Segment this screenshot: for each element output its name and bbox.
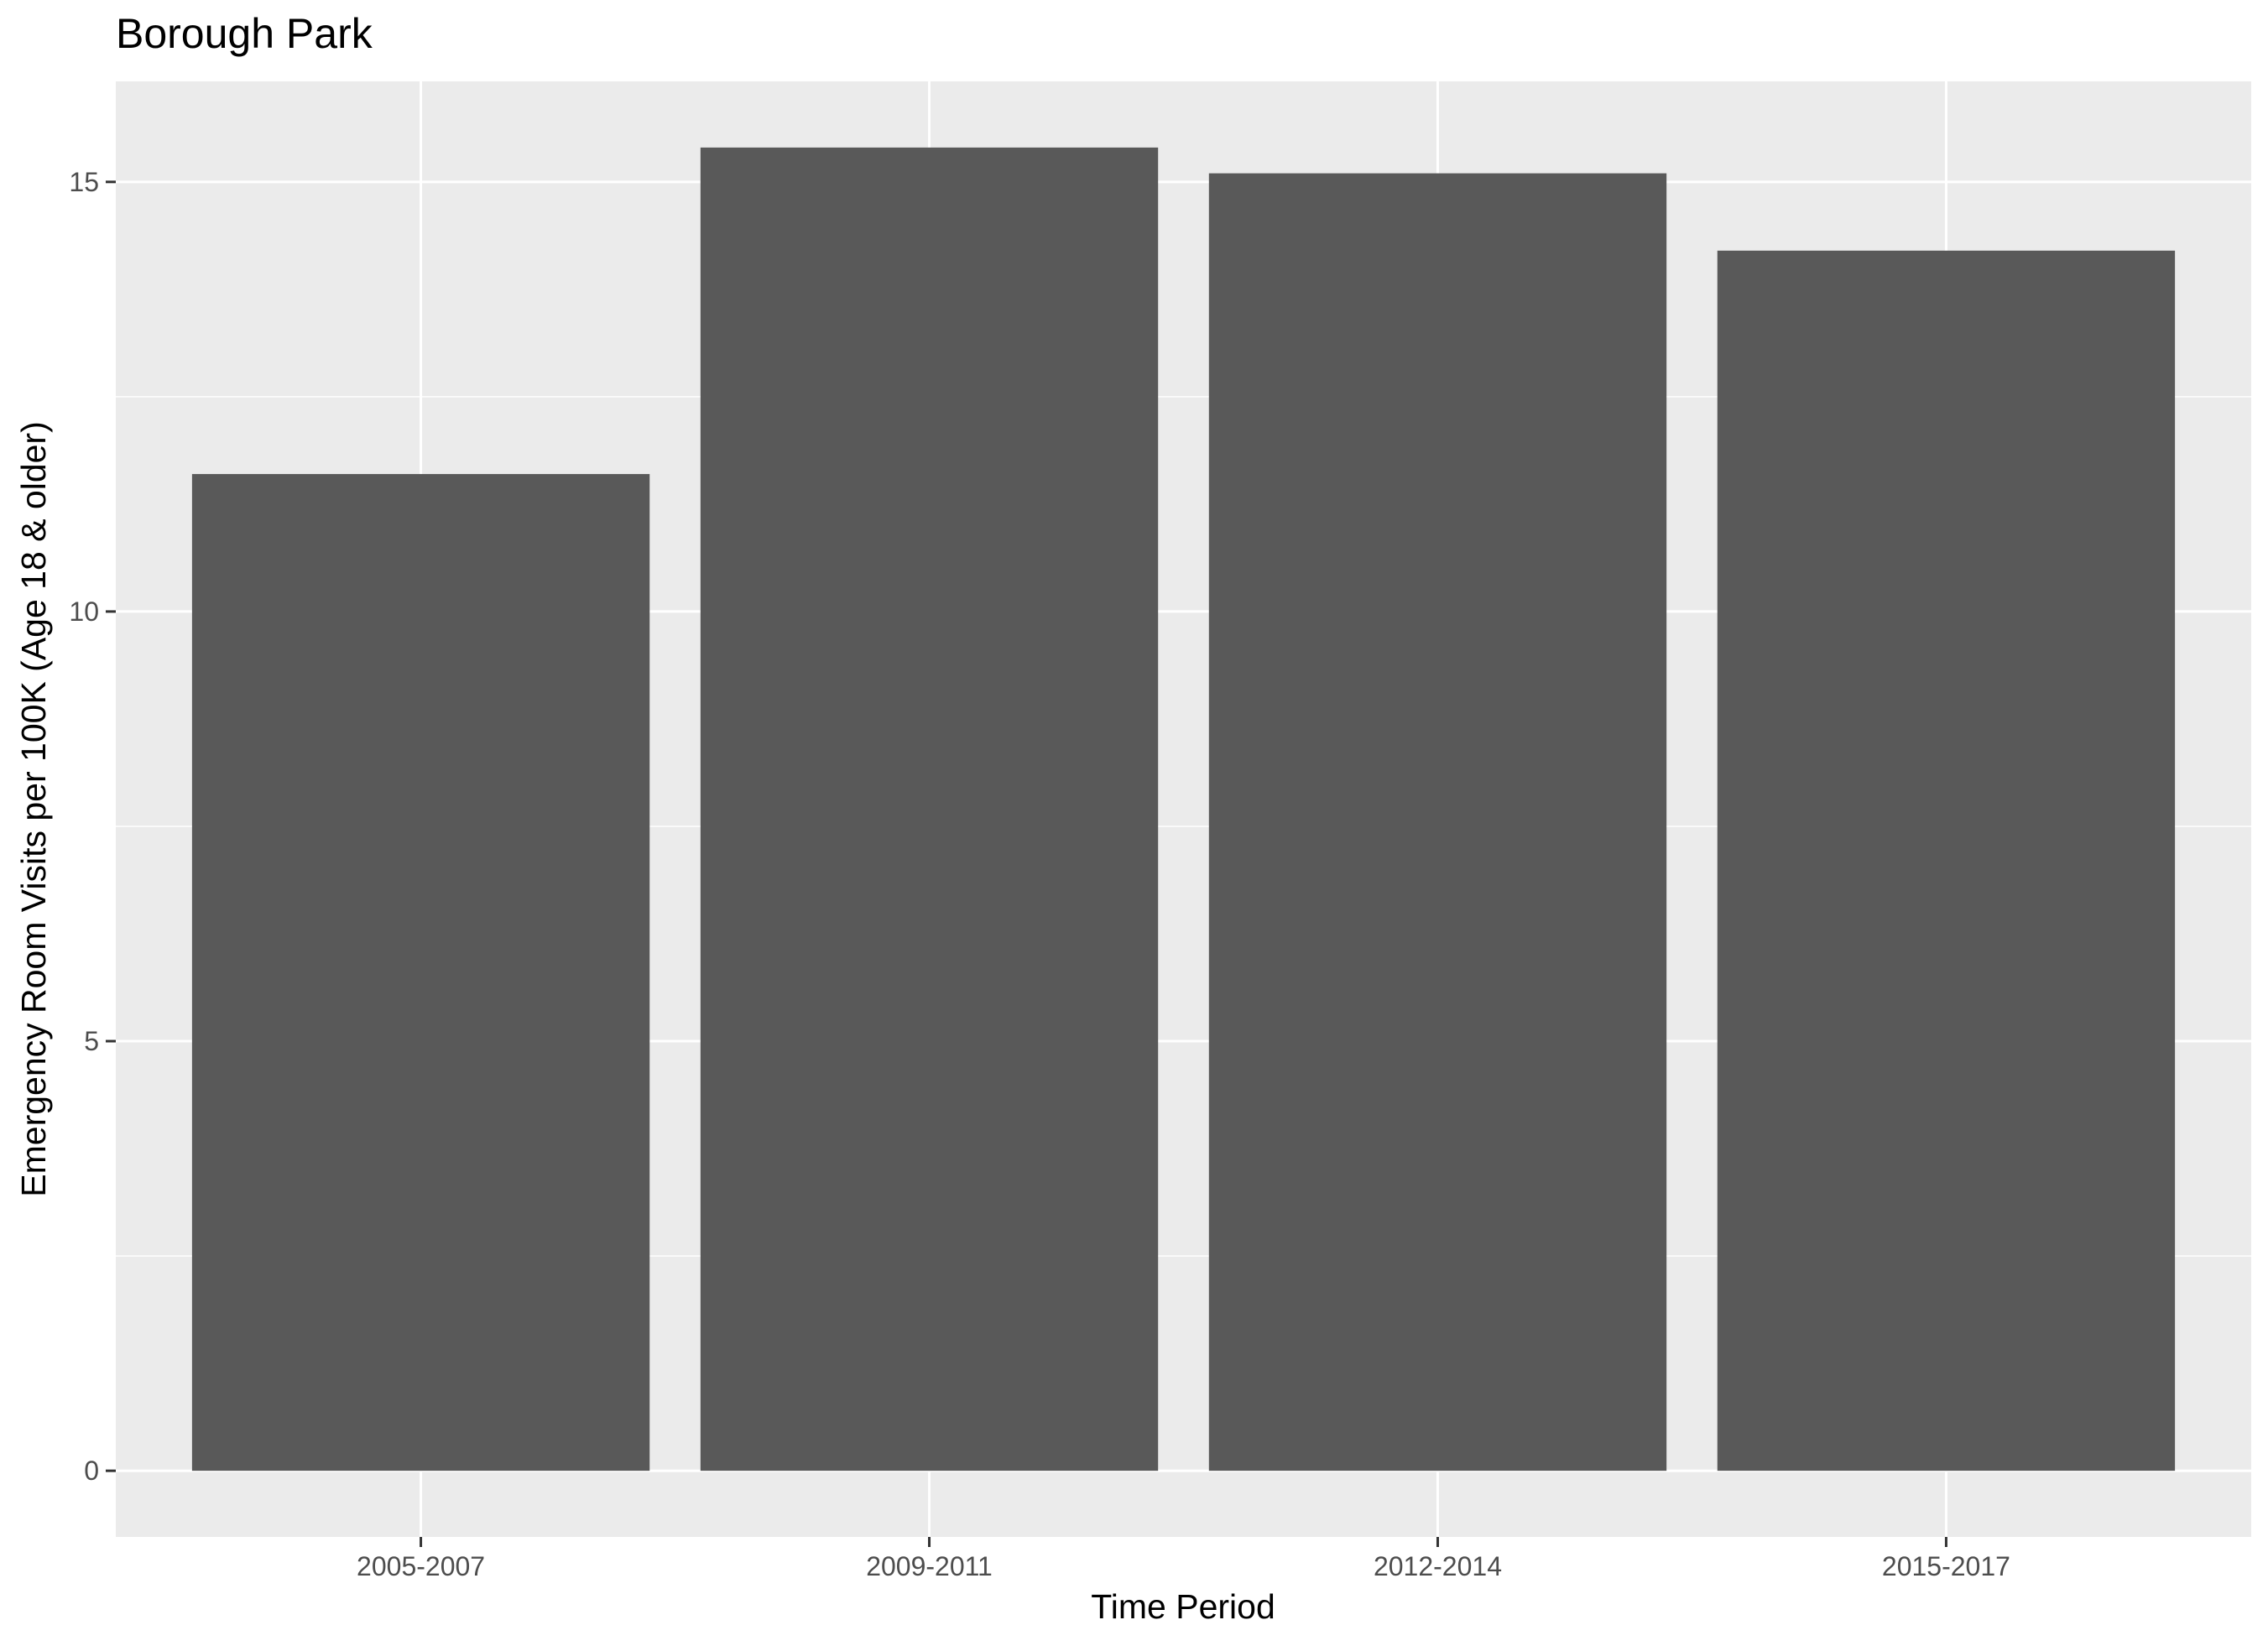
- x-axis-ticks: 2005-2007 2009-2011 2012-2014 2015-2017: [357, 1537, 2010, 1581]
- y-axis-ticks: 0 5 10 15: [69, 167, 116, 1486]
- bar-2012-2014: [1208, 173, 1667, 1472]
- bars: [191, 147, 2176, 1472]
- y-tick-label: 15: [69, 167, 99, 197]
- y-tick-label: 10: [69, 596, 99, 627]
- x-tick-label: 2009-2011: [866, 1551, 993, 1581]
- x-tick-label: 2015-2017: [1882, 1551, 2010, 1581]
- y-tick-label: 5: [84, 1026, 99, 1056]
- x-tick-label: 2005-2007: [357, 1551, 485, 1581]
- x-axis-title: Time Period: [1091, 1587, 1275, 1626]
- bar-2005-2007: [191, 474, 650, 1472]
- bar-2015-2017: [1717, 250, 2176, 1472]
- bar-2009-2011: [700, 147, 1159, 1472]
- y-tick-label: 0: [84, 1456, 99, 1486]
- y-axis-title: Emergency Room Visits per 100K (Age 18 &…: [14, 421, 53, 1196]
- x-tick-label: 2012-2014: [1374, 1551, 1502, 1581]
- chart-title: Borough Park: [116, 10, 373, 57]
